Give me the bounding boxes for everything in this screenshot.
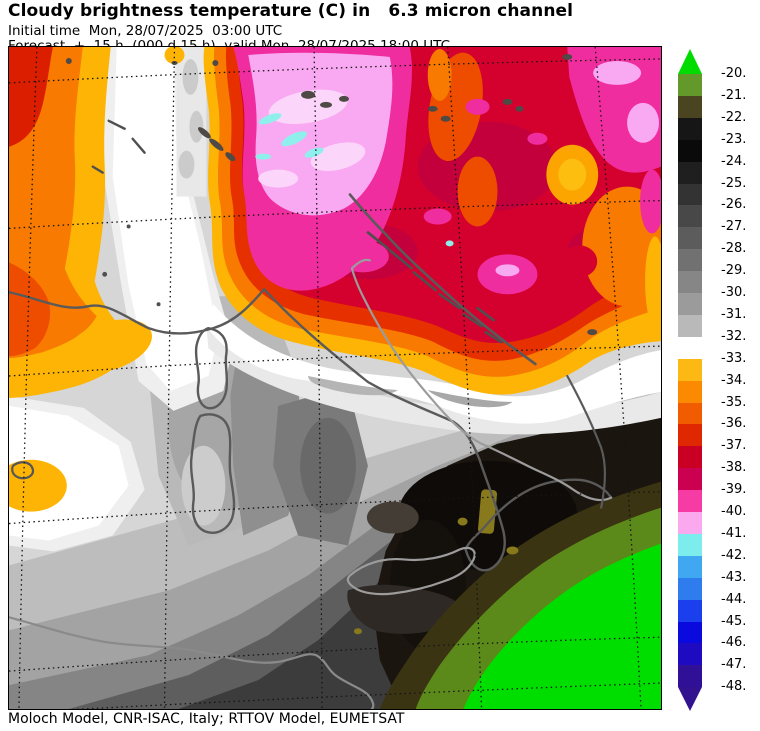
colorbar-cell-22 bbox=[678, 555, 702, 578]
initial-time-line: Initial time Mon, 28/07/2025 03:00 UTC bbox=[8, 23, 283, 39]
colorbar-cell-13 bbox=[678, 358, 702, 381]
colorbar-cell-2 bbox=[678, 117, 702, 140]
colorbar-cell-9 bbox=[678, 271, 702, 294]
colorbar-cell-3 bbox=[678, 139, 702, 162]
colorbar-cell-24 bbox=[678, 599, 702, 622]
colorbar-cell-4 bbox=[678, 161, 702, 184]
colorbar-cell-15 bbox=[678, 402, 702, 425]
colorbar-cell-25 bbox=[678, 621, 702, 644]
colorbar-tick-label: -22. bbox=[721, 109, 747, 125]
colorbar-tick-label: -35. bbox=[721, 394, 747, 410]
colorbar-tick-label: -42. bbox=[721, 547, 747, 563]
brightness-temperature-map bbox=[9, 47, 661, 709]
colorbar-cell-14 bbox=[678, 380, 702, 403]
colorbar-tick-label: -46. bbox=[721, 635, 747, 651]
colorbar-cell-16 bbox=[678, 424, 702, 447]
colorbar-tick-label: -24. bbox=[721, 153, 747, 169]
colorbar-tick-label: -30. bbox=[721, 285, 747, 300]
colorbar-cell-10 bbox=[678, 293, 702, 316]
colorbar-tick-label: -34. bbox=[721, 372, 747, 388]
colorbar-tick-label: -36. bbox=[721, 416, 747, 432]
colorbar-tick-label: -26. bbox=[721, 197, 747, 213]
colorbar-tick-label: -41. bbox=[721, 525, 747, 541]
colorbar-cell-27 bbox=[678, 665, 702, 688]
colorbar-cell-23 bbox=[678, 577, 702, 600]
colorbar-tick-label: -29. bbox=[721, 263, 747, 279]
colorbar-tick-label: -31. bbox=[721, 306, 747, 322]
colorbar-cell-7 bbox=[678, 227, 702, 250]
colorbar-over-arrow-icon bbox=[678, 49, 702, 74]
colorbar-tick-label: -39. bbox=[721, 482, 747, 498]
colorbar-tick-label: -40. bbox=[721, 504, 747, 519]
colorbar-tick-label: -45. bbox=[721, 613, 747, 629]
colorbar-tick-label: -25. bbox=[721, 175, 747, 191]
colorbar-cell-8 bbox=[678, 249, 702, 272]
graticule bbox=[9, 47, 661, 709]
colorbar-cell-0 bbox=[678, 74, 702, 97]
colorbar-cell-19 bbox=[678, 490, 702, 513]
colorbar-cell-1 bbox=[678, 95, 702, 119]
colorbar-cell-18 bbox=[678, 468, 702, 491]
colorbar-tick-label: -48. bbox=[721, 679, 747, 695]
colorbar-tick-label: -33. bbox=[721, 350, 747, 366]
colorbar-tick-label: -23. bbox=[721, 131, 747, 147]
colorbar-cell-21 bbox=[678, 533, 702, 557]
colorbar-tick-label: -20. bbox=[721, 66, 747, 81]
coastlines bbox=[9, 119, 613, 709]
colorbar-tick-label: -47. bbox=[721, 657, 747, 673]
colorbar-cell-11 bbox=[678, 314, 702, 338]
colorbar-tick-label: -38. bbox=[721, 460, 747, 476]
credit-line: Moloch Model, CNR-ISAC, Italy; RTTOV Mod… bbox=[8, 711, 405, 727]
colorbar-cell-20 bbox=[678, 512, 702, 535]
temperature-field bbox=[9, 47, 661, 709]
colorbar-tick-label: -37. bbox=[721, 438, 747, 454]
colorbar-tick-label: -21. bbox=[721, 87, 747, 103]
forecast-map bbox=[8, 46, 662, 710]
colorbar-tick-label: -44. bbox=[721, 591, 747, 607]
colorbar-tick-label: -32. bbox=[721, 328, 747, 344]
colorbar-cell-5 bbox=[678, 183, 702, 206]
product-title: Cloudy brightness temperature (C) in 6.3… bbox=[8, 1, 574, 21]
colorbar-cell-12 bbox=[678, 336, 702, 359]
colorbar-tick-label: -43. bbox=[721, 569, 747, 585]
colorbar-tick-label: -28. bbox=[721, 241, 747, 257]
colorbar-labels: -20. -21. -22. -23. -24. -25. -26. -27. -28. -29.… bbox=[721, 49, 759, 711]
colorbar-cell-26 bbox=[678, 643, 702, 666]
colorbar-tick-label: -27. bbox=[721, 219, 747, 235]
colorbar-under-arrow-icon bbox=[678, 687, 702, 712]
colorbar-cell-17 bbox=[678, 446, 702, 469]
colorbar-cell-6 bbox=[678, 205, 702, 228]
colorbar bbox=[678, 49, 702, 712]
